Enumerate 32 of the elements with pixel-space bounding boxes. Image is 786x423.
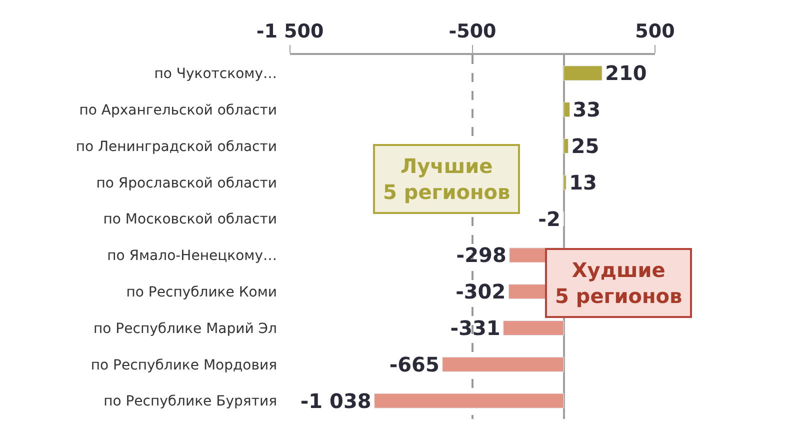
data-label: 25	[571, 134, 600, 158]
bar	[564, 102, 570, 118]
bar	[564, 138, 569, 154]
data-label: -2	[538, 206, 560, 231]
data-label: -331	[450, 316, 500, 340]
bar	[503, 320, 564, 336]
data-label: -302	[456, 280, 506, 304]
y-tick-label: по Архангельской области	[79, 102, 277, 118]
data-label: -1 038	[300, 388, 372, 413]
bar	[442, 356, 564, 372]
bar	[564, 174, 566, 190]
data-label: 210	[605, 61, 647, 86]
y-tick-label: по Республике Бурятия	[104, 394, 277, 410]
x-tick-label: -500	[448, 20, 496, 42]
y-tick-label: по Республике Марий Эл	[94, 320, 277, 337]
y-tick-label: по Чукотскому…	[154, 66, 277, 82]
x-tick-label: 500	[635, 20, 675, 42]
y-tick-label: по Ярославской области	[96, 175, 277, 192]
data-label: 13	[569, 170, 597, 194]
annotation: Лучшие 5 регионов	[383, 154, 510, 204]
data-label: -298	[456, 243, 506, 268]
bar	[564, 66, 602, 81]
y-tick-label: по Московской области	[103, 212, 277, 228]
bar	[374, 393, 564, 408]
x-tick-label: -1 500	[256, 20, 324, 42]
y-tick-label: по Республике Мордовия	[90, 357, 277, 374]
y-tick-label: по Ленинградской области	[76, 138, 277, 155]
annotation: Худшие 5 регионов	[555, 258, 682, 308]
y-tick-label: по Республике Коми	[126, 284, 277, 300]
y-tick-label: по Ямало-Ненецкому…	[107, 248, 277, 264]
data-label: -665	[389, 352, 440, 376]
data-label: 33	[572, 98, 601, 122]
